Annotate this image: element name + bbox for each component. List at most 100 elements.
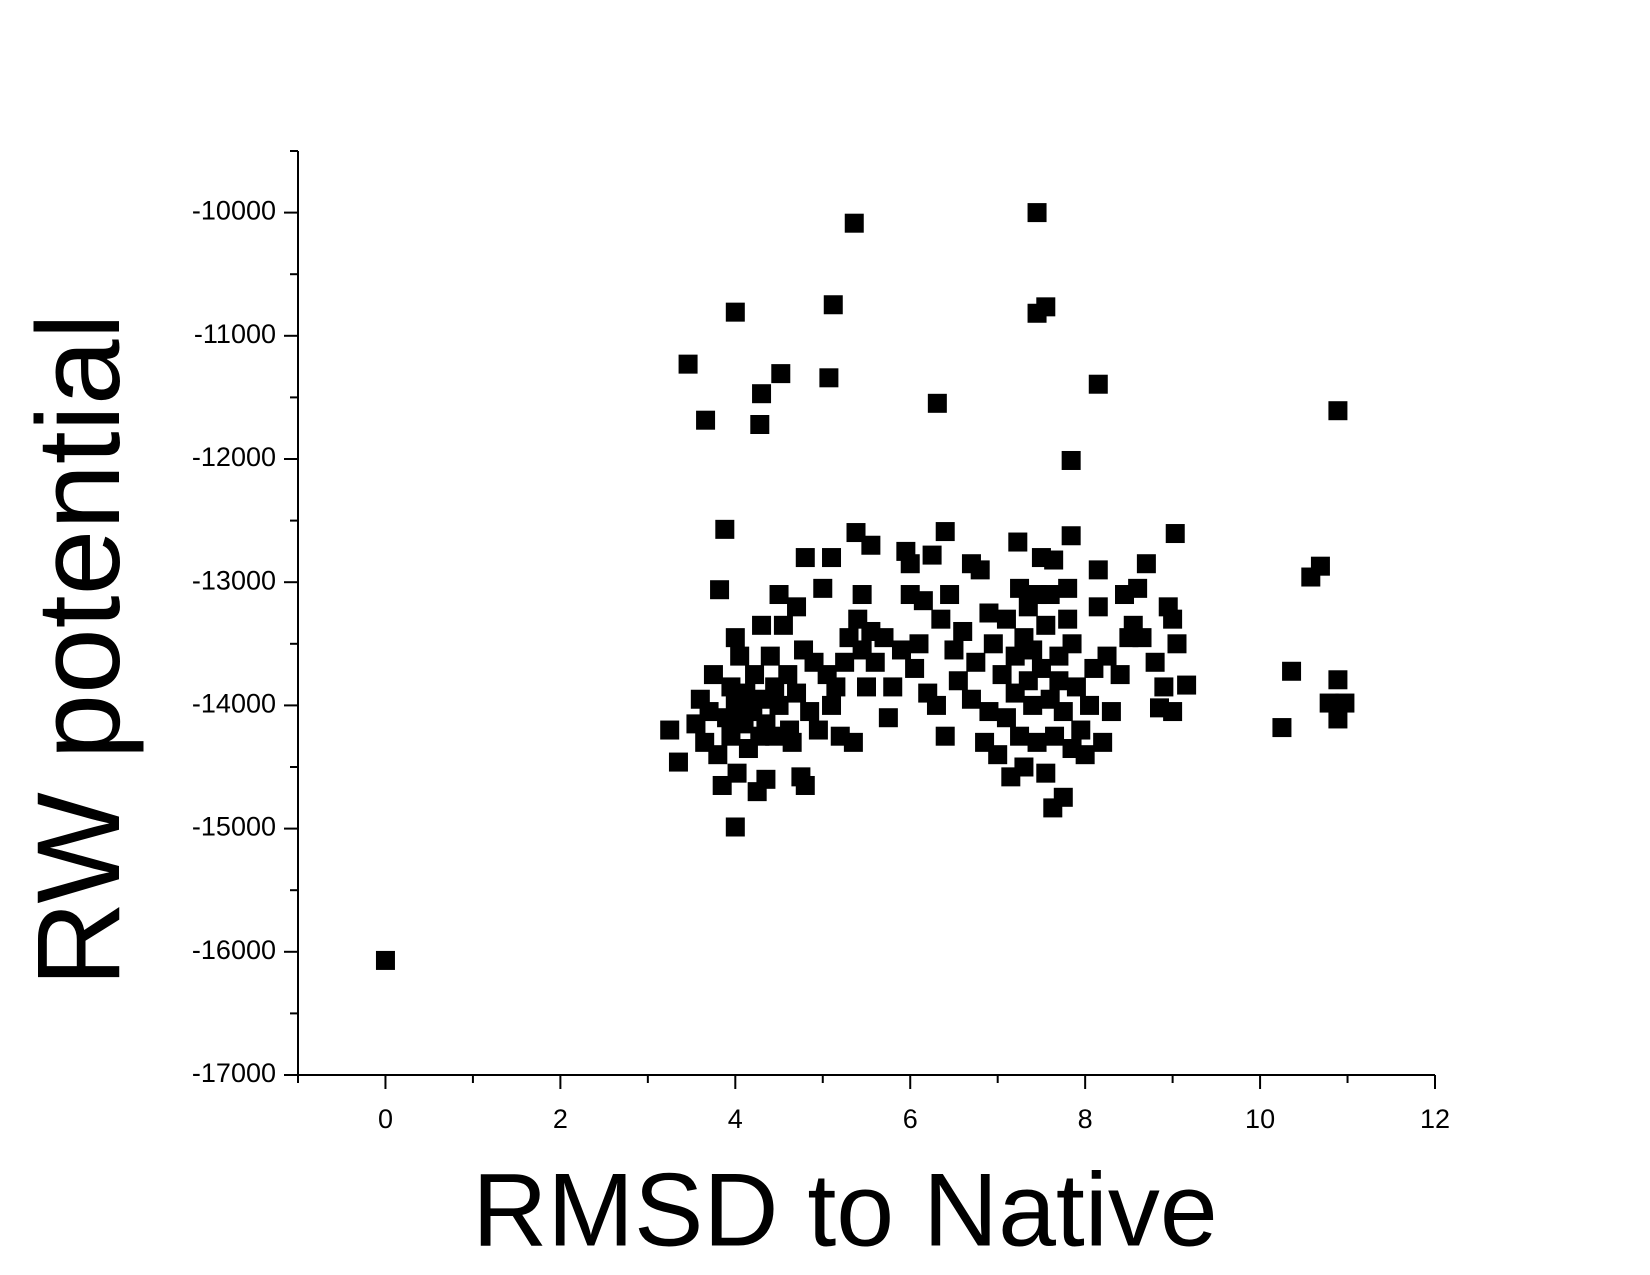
data-point [865, 652, 885, 672]
data-point [703, 665, 723, 685]
data-point [883, 677, 903, 697]
data-point [721, 677, 741, 697]
data-point [769, 585, 789, 605]
data-point [778, 665, 798, 685]
data-point [771, 364, 791, 384]
data-point [1045, 726, 1065, 746]
x-tick-label: 2 [553, 1104, 568, 1134]
x-tick-label: 10 [1245, 1104, 1275, 1134]
x-axis-label: RMSD to Native [472, 1152, 1218, 1268]
data-point [1010, 726, 1030, 746]
data-point [891, 640, 911, 660]
y-tick-label: -14000 [192, 689, 276, 719]
data-point [1177, 675, 1197, 695]
data-point [1027, 203, 1047, 223]
data-point [787, 683, 807, 703]
data-point [725, 817, 745, 837]
data-point [992, 665, 1012, 685]
data-point [857, 677, 876, 697]
data-point [979, 702, 999, 722]
data-point [1058, 578, 1078, 598]
data-point [1136, 554, 1156, 574]
data-point [861, 535, 881, 555]
data-point [1005, 646, 1025, 666]
data-point [678, 354, 698, 374]
data-point [1075, 745, 1095, 765]
data-point [905, 658, 925, 678]
data-point [826, 677, 846, 697]
data-point [819, 368, 839, 388]
data-point [750, 415, 770, 435]
data-point [900, 554, 920, 574]
data-point [795, 548, 815, 568]
y-tick-label: -16000 [192, 935, 276, 965]
data-point [1053, 702, 1073, 722]
data-point [715, 519, 735, 539]
x-tick-label: 4 [728, 1104, 743, 1134]
data-point [927, 393, 947, 413]
data-point [843, 732, 863, 752]
data-point [756, 769, 776, 789]
data-point [760, 646, 780, 666]
data-point [1071, 720, 1091, 740]
data-point [696, 410, 716, 430]
data-point [1010, 578, 1030, 598]
data-point [823, 295, 843, 315]
data-point [769, 695, 789, 715]
data-point [1031, 548, 1051, 568]
data-point [1080, 695, 1100, 715]
y-tick-label: -12000 [192, 442, 276, 472]
data-point [808, 720, 828, 740]
data-point [935, 522, 955, 542]
data-point [1053, 787, 1073, 807]
data-point [1101, 702, 1121, 722]
data-point [1093, 732, 1113, 752]
data-point [725, 302, 745, 322]
data-point [813, 578, 833, 598]
data-point [1163, 609, 1183, 629]
data-point [1088, 597, 1108, 617]
data-point [1154, 677, 1174, 697]
data-point [660, 720, 680, 740]
data-point [1058, 609, 1078, 629]
data-point [1301, 567, 1321, 587]
data-point [983, 634, 1003, 654]
data-point [940, 585, 960, 605]
x-tick-label: 0 [378, 1104, 393, 1134]
data-point [931, 609, 951, 629]
x-tick-label: 8 [1078, 1104, 1093, 1134]
data-point [1014, 757, 1034, 777]
data-point [1110, 665, 1130, 685]
data-point [1062, 634, 1082, 654]
data-point [846, 523, 866, 543]
data-point [1272, 718, 1292, 738]
data-point [1066, 677, 1086, 697]
data-point [1036, 297, 1056, 317]
data-point [708, 745, 728, 765]
data-point [979, 603, 999, 623]
data-point [935, 726, 955, 746]
data-point [1328, 401, 1348, 421]
data-point [874, 628, 894, 648]
data-point [773, 615, 793, 635]
data-point [1023, 695, 1043, 715]
x-tick-label: 12 [1420, 1104, 1450, 1134]
data-point [1328, 709, 1348, 729]
data-point [727, 763, 747, 783]
y-tick-label: -10000 [192, 196, 276, 226]
data-point [852, 585, 872, 605]
data-point [1023, 640, 1043, 660]
data-point [736, 683, 756, 703]
data-point [745, 665, 765, 685]
data-point [752, 384, 772, 404]
y-tick-label: -17000 [192, 1058, 276, 1088]
data-point [944, 640, 964, 660]
data-point [800, 702, 820, 722]
data-point [913, 591, 933, 611]
data-point [1097, 646, 1117, 666]
data-point [730, 646, 750, 666]
data-point [926, 695, 946, 715]
data-point [822, 695, 842, 715]
data-point [712, 775, 732, 795]
data-point [1282, 661, 1302, 681]
